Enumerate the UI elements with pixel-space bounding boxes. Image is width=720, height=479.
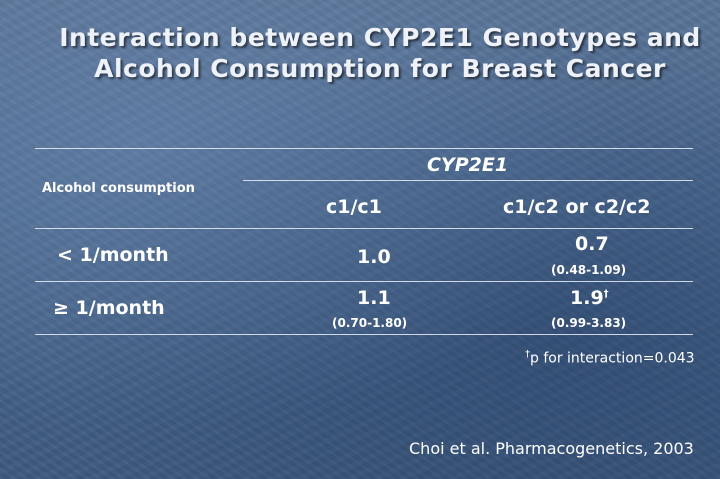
group-header-rule [243, 180, 693, 181]
row-2-col-1-value: 1.1 [357, 287, 391, 309]
table-top-rule [35, 148, 693, 149]
table-bottom-rule [35, 334, 693, 335]
row-label-1: < 1/month [57, 244, 169, 266]
row-header-label: Alcohol consumption [42, 181, 195, 196]
footnote-text: p for interaction=0.043 [530, 350, 695, 367]
footnote-mark: † [525, 349, 530, 360]
row-divider-rule [35, 281, 693, 282]
row-1-col-1-value: 1.0 [357, 246, 391, 268]
citation: Choi et al. Pharmacogenetics, 2003 [409, 439, 694, 458]
row-label-2: ≥ 1/month [53, 297, 165, 319]
header-bottom-rule [35, 228, 693, 229]
group-header: CYP2E1 [427, 154, 509, 176]
footnote: †p for interaction=0.043 [525, 349, 695, 367]
slide-title-line-2: Alcohol Consumption for Breast Cancer [94, 54, 666, 83]
slide-title-line-1: Interaction between CYP2E1 Genotypes and [59, 23, 701, 52]
slide-title: Interaction between CYP2E1 Genotypes and… [0, 22, 720, 84]
column-header-2: c1/c2 or c2/c2 [503, 196, 651, 218]
row-1-col-2-value: 0.7 [575, 233, 609, 255]
row-2-col-1-ci: (0.70-1.80) [332, 316, 408, 330]
row-1-col-2-ci: (0.48-1.09) [551, 263, 627, 277]
row-2-col-2-ci: (0.99-3.83) [551, 316, 627, 330]
row-2-col-2-value: 1.9† [570, 287, 609, 309]
dagger-mark: † [603, 288, 609, 300]
column-header-1: c1/c1 [326, 196, 382, 218]
